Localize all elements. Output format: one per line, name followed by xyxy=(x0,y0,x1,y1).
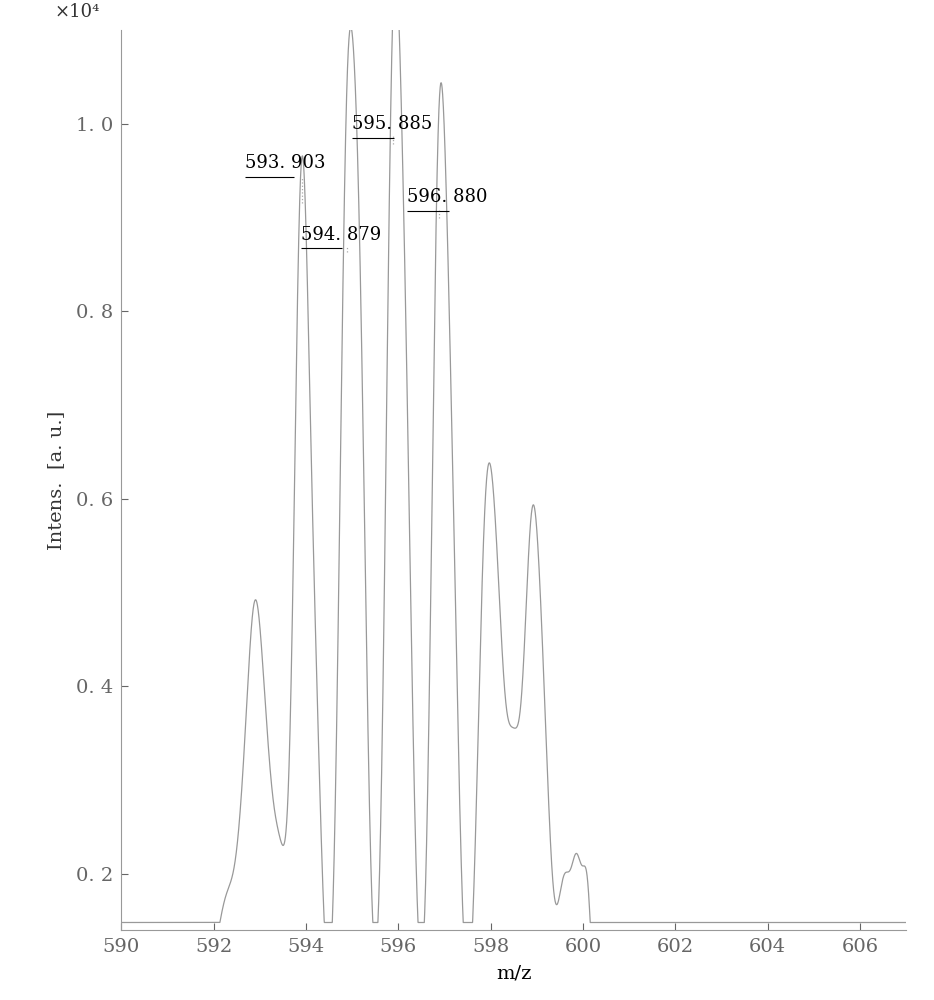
Text: 593. 903: 593. 903 xyxy=(245,154,326,172)
Text: 595. 885: 595. 885 xyxy=(352,115,432,133)
Y-axis label: Intens.  [a. u.]: Intens. [a. u.] xyxy=(47,410,64,550)
Text: ×10⁴: ×10⁴ xyxy=(55,3,100,21)
X-axis label: m/z: m/z xyxy=(496,965,531,983)
Text: 594. 879: 594. 879 xyxy=(302,226,382,244)
Text: 596. 880: 596. 880 xyxy=(406,188,488,206)
